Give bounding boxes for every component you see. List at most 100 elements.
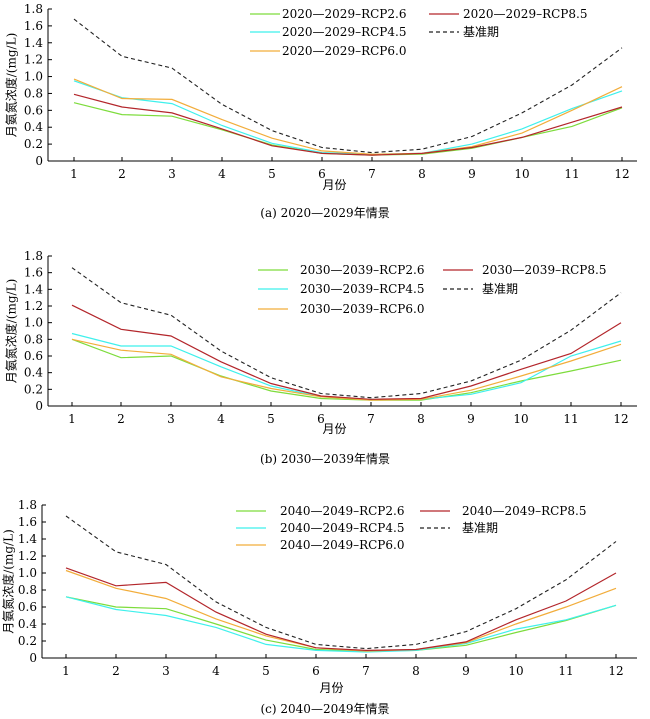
x-tick-label: 10 [513,412,528,426]
y-axis-label: 月氨氮浓度/(mg/L) [4,33,19,137]
y-tick-label: 1.0 [24,70,43,84]
series-line [73,78,623,155]
x-tick-label: 1 [70,167,78,181]
y-tick-label: 1.4 [24,36,43,50]
y-tick-label: 0 [35,154,43,168]
y-tick-label: 1.6 [24,266,43,280]
x-tick-label: 9 [467,412,475,426]
panel-caption: (c) 2040—2049年情景 [261,702,390,716]
legend-label: 2030—2039–RCP2.6 [300,263,424,277]
y-tick-label: 0.4 [24,120,43,134]
legend-label: 2030—2039–RCP8.5 [482,263,606,277]
y-tick-label: 1.6 [18,515,37,529]
x-tick-label: 5 [262,664,270,678]
series-line [71,304,622,400]
y-tick-label: 0.8 [24,86,43,100]
x-tick-label: 9 [468,167,476,181]
series-line [65,567,617,652]
series-line [73,93,623,156]
legend-label: 基准期 [482,282,518,296]
y-tick-label: 1.8 [18,498,37,512]
legend-label: 2040—2049–RCP4.5 [280,521,404,535]
legend-label: 2020—2029–RCP8.5 [463,7,587,21]
x-tick-label: 8 [417,412,425,426]
y-tick-label: 1.0 [24,316,43,330]
y-tick-label: 1.2 [18,549,37,563]
panel-caption: (a) 2020—2029年情景 [260,206,389,220]
legend-label: 2020—2029–RCP6.0 [282,44,406,58]
series-line [65,596,617,653]
y-tick-label: 0 [29,651,37,665]
x-tick-label: 4 [212,664,220,678]
y-tick-label: 0.8 [24,332,43,346]
x-tick-label: 3 [167,412,175,426]
x-axis-label: 月份 [322,422,346,436]
y-tick-label: 0.4 [18,617,37,631]
x-tick-label: 7 [362,664,370,678]
x-tick-label: 10 [514,167,529,181]
x-tick-label: 2 [118,167,126,181]
y-tick-label: 1.2 [24,299,43,313]
y-tick-label: 0.2 [18,634,37,648]
legend-label: 基准期 [463,25,499,39]
x-tick-label: 6 [318,167,326,181]
x-tick-label: 2 [112,664,120,678]
y-tick-label: 0.6 [24,349,43,363]
x-tick-label: 8 [418,167,426,181]
y-tick-label: 0.4 [24,366,43,380]
x-tick-label: 12 [608,664,623,678]
y-tick-label: 1.4 [18,532,37,546]
x-tick-label: 7 [367,412,375,426]
panel-b: 00.20.40.60.81.01.21.41.61.81 2 3 4 5 6 7 8 9 10 1… [4,249,637,466]
x-tick-label: 9 [462,664,470,678]
y-tick-label: 1.0 [18,566,37,580]
y-tick-label: 0.6 [24,103,43,117]
y-tick-label: 0.2 [24,137,43,151]
x-tick-label: 1 [62,664,70,678]
panel-caption: (b) 2030—2039年情景 [260,452,390,466]
legend-label: 2030—2039–RCP4.5 [300,282,424,296]
x-tick-label: 6 [317,412,325,426]
y-tick-label: 0 [35,399,43,413]
y-axis-label: 月氨氮浓度/(mg/L) [1,529,16,633]
x-tick-label: 12 [614,167,629,181]
y-tick-label: 0.6 [18,600,37,614]
x-tick-label: 6 [312,664,320,678]
x-axis-label: 月份 [319,681,343,695]
legend-label: 2020—2029–RCP2.6 [282,7,406,21]
series-line [71,267,622,399]
x-tick-label: 5 [267,412,275,426]
y-axis-label: 月氨氮浓度/(mg/L) [4,279,19,383]
series-line [71,338,622,401]
y-tick-label: 0.2 [24,382,43,396]
y-tick-label: 1.8 [24,249,43,263]
legend-label: 2040—2049–RCP8.5 [462,504,586,518]
series-line [71,332,622,400]
legend-label: 2030—2039–RCP6.0 [300,302,424,316]
x-tick-label: 11 [564,167,579,181]
y-tick-label: 1.4 [24,282,43,296]
y-tick-label: 1.2 [24,53,43,67]
x-tick-label: 11 [558,664,573,678]
series-line [73,80,623,155]
x-tick-label: 12 [613,412,628,426]
y-tick-label: 1.8 [24,2,43,16]
panel-a: 00.20.40.60.81.01.21.41.61.81 2 3 4 5 6 7 8 9 10 1… [4,2,637,220]
x-tick-label: 10 [508,664,523,678]
y-tick-label: 0.8 [18,583,37,597]
x-tick-label: 2 [117,412,125,426]
x-axis-label: 月份 [322,178,346,192]
legend-label: 2040—2049–RCP6.0 [280,538,404,552]
x-tick-label: 8 [412,664,420,678]
x-tick-label: 7 [368,167,376,181]
x-tick-label: 11 [563,412,578,426]
legend-label: 2040—2049–RCP2.6 [280,504,404,518]
x-tick-label: 1 [68,412,76,426]
x-tick-label: 4 [217,412,225,426]
x-tick-label: 5 [268,167,276,181]
series-line [65,515,617,650]
panel-c: 00.20.40.60.81.01.21.41.61.81 2 3 4 5 6 7 8 9 10 1… [1,498,637,716]
series-line [65,569,617,652]
legend-label: 2020—2029–RCP4.5 [282,25,406,39]
